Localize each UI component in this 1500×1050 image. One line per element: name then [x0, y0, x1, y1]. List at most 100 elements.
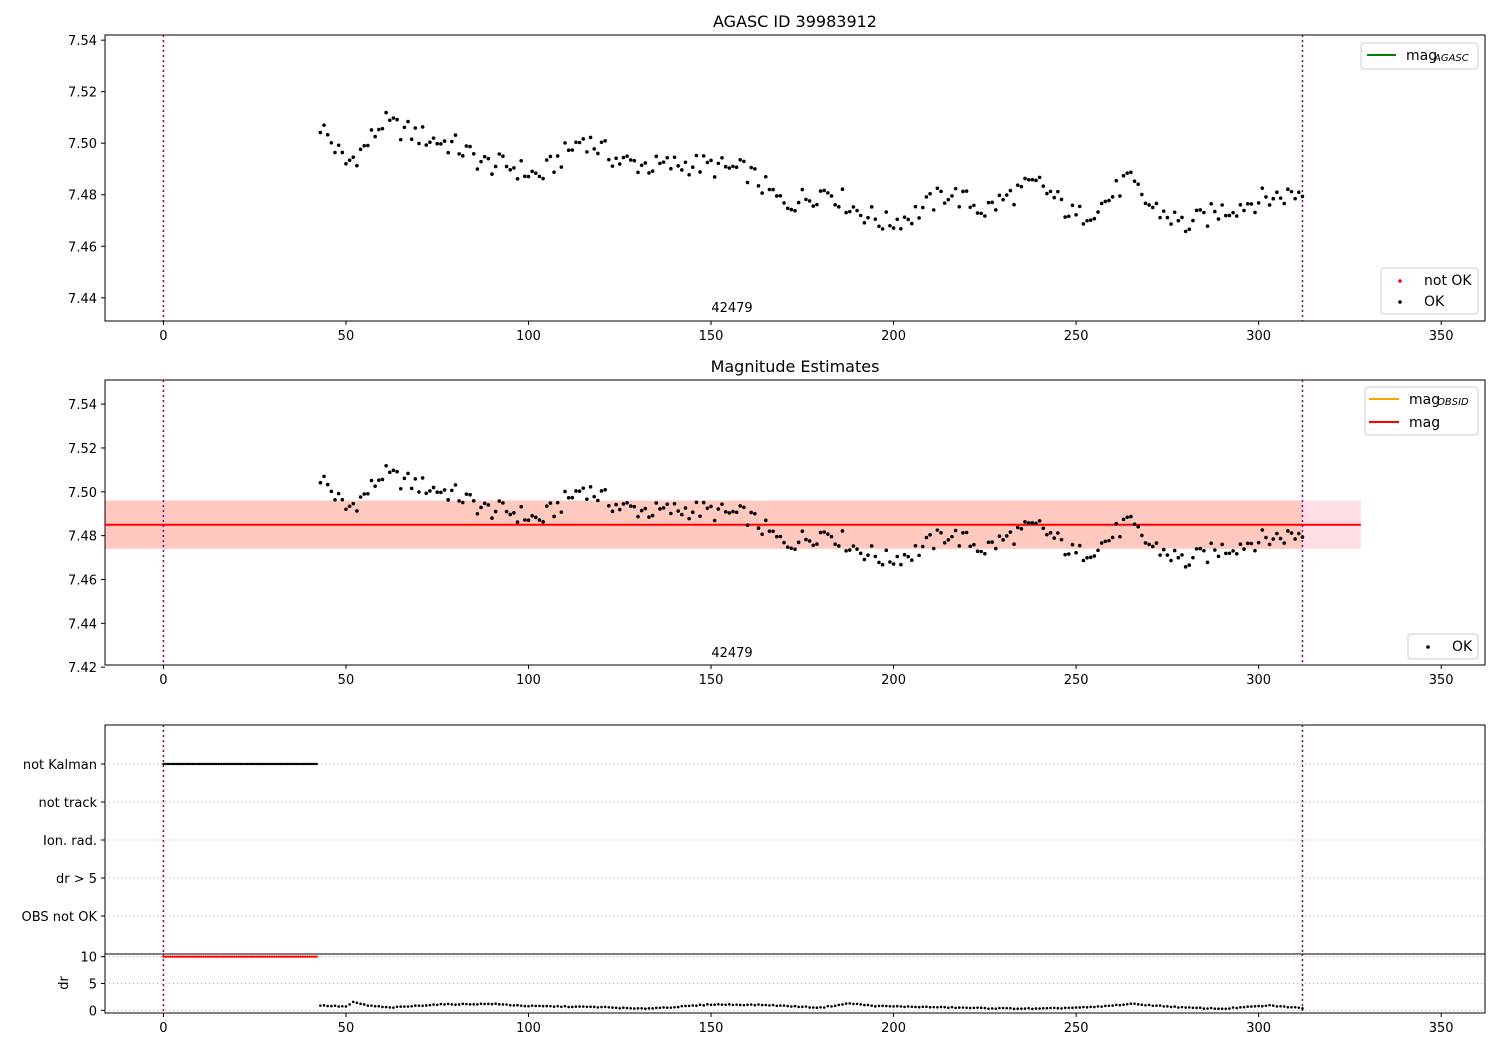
- not-kalman-point: [229, 762, 233, 766]
- dr-ok-point: [1045, 1006, 1049, 1010]
- magnitude-ok-point: [318, 480, 323, 485]
- magnitude-ok-point: [610, 509, 615, 514]
- agasc-ok-point: [1161, 209, 1166, 213]
- agasc-ok-point: [953, 186, 958, 191]
- not-kalman-point: [220, 762, 224, 766]
- agasc-xtick-label: 50: [338, 329, 355, 344]
- agasc-ok-point: [460, 154, 465, 158]
- magnitude-ok-point: [957, 544, 962, 548]
- not-kalman-point: [171, 762, 174, 766]
- dr-ok-point: [735, 1003, 738, 1006]
- magnitude-ok-point: [1110, 535, 1115, 540]
- agasc-ok-point: [369, 128, 374, 132]
- not-kalman-point: [202, 762, 205, 766]
- dr-ok-point: [706, 1003, 709, 1006]
- dr-ok-point: [636, 1006, 640, 1010]
- dr-ok-point: [1275, 1005, 1279, 1008]
- dr-ok-point: [979, 1006, 983, 1010]
- agasc-ok-point: [446, 150, 450, 155]
- dr-ok-point: [906, 1005, 910, 1008]
- not-kalman-point: [277, 762, 280, 766]
- agasc-ok-point: [1194, 208, 1199, 213]
- magnitude-ok-point: [533, 515, 538, 520]
- dr-ok-point: [552, 1005, 556, 1008]
- dr-ok-point: [932, 1005, 936, 1009]
- magnitude-ok-point: [1161, 547, 1166, 552]
- agasc-ok-point: [993, 208, 998, 212]
- magnitude-ok-point: [672, 501, 677, 506]
- agasc-ok-point: [336, 143, 341, 148]
- agasc-ok-point: [395, 117, 399, 122]
- agasc-ok-point: [581, 137, 586, 141]
- not-kalman-point: [167, 762, 171, 766]
- magnitude-ok-point: [468, 492, 472, 497]
- dr-ok-point: [1177, 1006, 1180, 1009]
- agasc-ok-point: [837, 205, 841, 209]
- magnitude-ok-point: [322, 474, 326, 479]
- dr-not-ok-point: [216, 955, 220, 958]
- dr-ok-point: [592, 1005, 596, 1009]
- magnitude-ok-point: [763, 518, 768, 523]
- dr-ok-point: [1151, 1004, 1155, 1008]
- agasc-ok-point: [1085, 218, 1089, 223]
- not-kalman-point: [249, 762, 253, 766]
- dr-ok-point: [355, 1001, 359, 1005]
- magnitude-ok-point: [782, 540, 786, 545]
- magnitude-ok-point: [588, 485, 593, 489]
- dr-ok-point: [936, 1006, 939, 1009]
- not-kalman-point: [275, 762, 278, 766]
- not-kalman-point: [164, 762, 167, 766]
- agasc-ok-point: [935, 186, 940, 191]
- magnitude-ok-point: [577, 489, 582, 494]
- magnitude-ok-point: [858, 551, 863, 556]
- magnitude-ok-point: [705, 506, 710, 510]
- magnitude-ok-point: [1205, 560, 1210, 565]
- magnitude-ok-point: [548, 501, 553, 505]
- magnitude-ok-point: [1256, 540, 1261, 545]
- magnitude-ytick-label: 7.52: [68, 442, 97, 457]
- agasc-xtick-label: 200: [881, 329, 906, 344]
- agasc-ok-point: [574, 140, 578, 145]
- magnitude-ok-point: [1260, 528, 1265, 532]
- magnitude-ok-point: [837, 544, 841, 548]
- magnitude-ytick-label: 7.54: [68, 398, 97, 413]
- dr-not-ok-point: [226, 955, 229, 958]
- dr-ok-point: [874, 1005, 877, 1008]
- not-kalman-point: [246, 762, 249, 766]
- magnitude-ok-point: [482, 501, 487, 506]
- agasc-ok-point: [1256, 201, 1261, 205]
- dr-not-ok-point: [218, 955, 222, 958]
- dr-ok-point: [928, 1005, 932, 1009]
- magnitude-ok-point: [895, 554, 900, 559]
- agasc-ok-point: [957, 204, 962, 209]
- magnitude-ytick-label: 7.48: [68, 530, 97, 545]
- magnitude-ok-point: [701, 500, 706, 505]
- agasc-ok-point: [420, 125, 425, 129]
- dr-ok-point: [607, 1005, 611, 1009]
- magnitude-ok-point: [413, 477, 418, 481]
- magnitude-ok-point: [1070, 542, 1075, 547]
- magnitude-ok-point: [1165, 553, 1170, 557]
- dr-not-ok-point: [224, 955, 227, 958]
- not-kalman-point: [269, 762, 273, 766]
- dr-ok-point: [435, 1003, 439, 1007]
- agasc-ok-point: [880, 227, 885, 231]
- agasc-ok-point: [533, 171, 538, 176]
- magnitude-ok-point: [975, 549, 980, 553]
- dr-ok-point: [658, 1006, 662, 1010]
- dr-ok-point: [1271, 1004, 1275, 1007]
- dr-xtick-label: 0: [159, 1021, 167, 1036]
- agasc-ok-point: [731, 164, 735, 169]
- dr-ok-point: [1034, 1007, 1038, 1010]
- magnitude-ok-point: [698, 514, 702, 519]
- agasc-ok-point: [1300, 194, 1305, 199]
- dr-ok-point: [1023, 1007, 1027, 1010]
- agasc-ok-point: [428, 140, 432, 145]
- agasc-ok-point: [1154, 201, 1159, 206]
- agasc-ytick-label: 7.50: [68, 137, 97, 152]
- dr-ok-point: [811, 1006, 815, 1009]
- dr-ok-point: [603, 1005, 607, 1009]
- magnitude-ok-point: [906, 554, 910, 559]
- dr-ok-point: [446, 1002, 450, 1006]
- dr-ok-point: [567, 1005, 570, 1009]
